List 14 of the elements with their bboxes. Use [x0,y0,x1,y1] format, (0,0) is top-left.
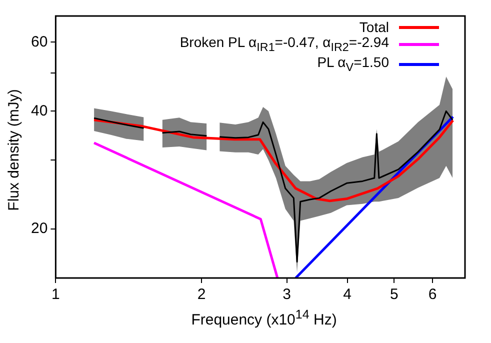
legend-label: Total [359,19,389,35]
x-tick-label: 5 [390,286,398,304]
y-tick-label: 40 [30,102,48,120]
y-tick-label: 60 [30,33,48,50]
x-tick-label: 6 [428,286,437,304]
legend-label: PL α$_{V}$=1.50 [317,54,389,75]
x-tick-label: 2 [197,286,206,304]
x-tick-label: 1 [52,286,60,304]
y-tick-label: 20 [30,220,48,238]
legend-label: Broken PL α$_{IR1}$=-0.47, α$_{IR2}$=-2.94 [180,34,389,55]
x-tick-label: 4 [343,286,352,304]
y-axis-title: Flux density (mJy) [6,89,22,211]
x-tick-label: 3 [282,286,291,304]
x-axis-title: Frequency (x10$^{14}$ Hz) [191,308,337,328]
